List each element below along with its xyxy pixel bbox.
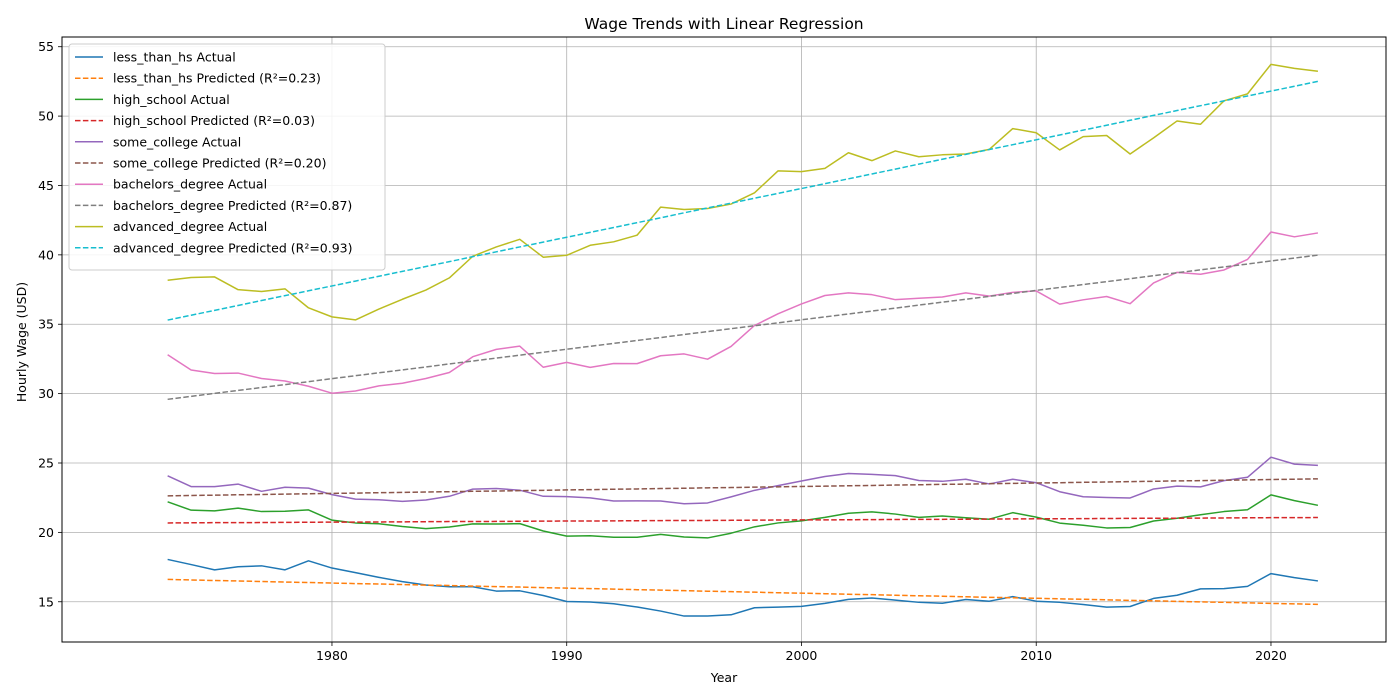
y-tick-label: 45: [38, 178, 54, 193]
series-line: [167, 578, 1318, 606]
y-axis-ticks: 15 20 25 30 35 40 45 50 55: [38, 39, 62, 609]
series-line: [167, 254, 1319, 401]
series-line: [167, 494, 1319, 539]
y-tick-label: 30: [38, 386, 54, 401]
legend-entry: less_than_hs Actual: [113, 50, 236, 65]
series-layer: [167, 63, 1319, 617]
series-line: [167, 478, 1318, 497]
legend-entry: some_college Actual: [113, 134, 241, 149]
legend-entry: bachelors_degree Actual: [113, 177, 267, 192]
series-line: [167, 558, 1319, 617]
y-tick-label: 55: [38, 39, 54, 54]
legend-entry: high_school Actual: [113, 92, 230, 107]
plot-frame: [61, 36, 1387, 643]
legend: less_than_hs Actual less_than_hs Predicte…: [68, 43, 386, 271]
x-tick-label: 2010: [1020, 648, 1052, 663]
series-line: [167, 516, 1318, 524]
x-axis-label: Year: [710, 670, 738, 685]
x-tick-label: 2000: [786, 648, 818, 663]
y-tick-label: 50: [38, 109, 54, 124]
legend-entry: less_than_hs Predicted (R²=0.23): [113, 71, 321, 86]
series-line: [167, 80, 1319, 321]
y-axis-label: Hourly Wage (USD): [14, 282, 29, 402]
x-tick-label: 1990: [551, 648, 583, 663]
legend-entry: high_school Predicted (R²=0.03): [113, 113, 315, 128]
series-line: [167, 231, 1319, 394]
x-axis-ticks: 1980 1990 2000 2010 2020: [316, 642, 1287, 663]
grid: [62, 37, 1386, 642]
legend-entry: some_college Predicted (R²=0.20): [113, 156, 326, 171]
y-tick-label: 35: [38, 317, 54, 332]
series-line: [167, 63, 1319, 321]
legend-entry: advanced_degree Actual: [113, 219, 267, 234]
y-tick-label: 20: [38, 525, 54, 540]
y-tick-label: 25: [38, 455, 54, 470]
legend-entry: advanced_degree Predicted (R²=0.93): [113, 240, 353, 255]
y-tick-label: 40: [38, 247, 54, 262]
legend-box: [68, 43, 386, 271]
x-tick-label: 1980: [316, 648, 348, 663]
series-line: [167, 456, 1318, 505]
y-tick-label: 15: [38, 594, 54, 609]
legend-entry: bachelors_degree Predicted (R²=0.87): [113, 198, 352, 213]
chart-title: Wage Trends with Linear Regression: [584, 15, 863, 33]
x-tick-label: 2020: [1255, 648, 1287, 663]
